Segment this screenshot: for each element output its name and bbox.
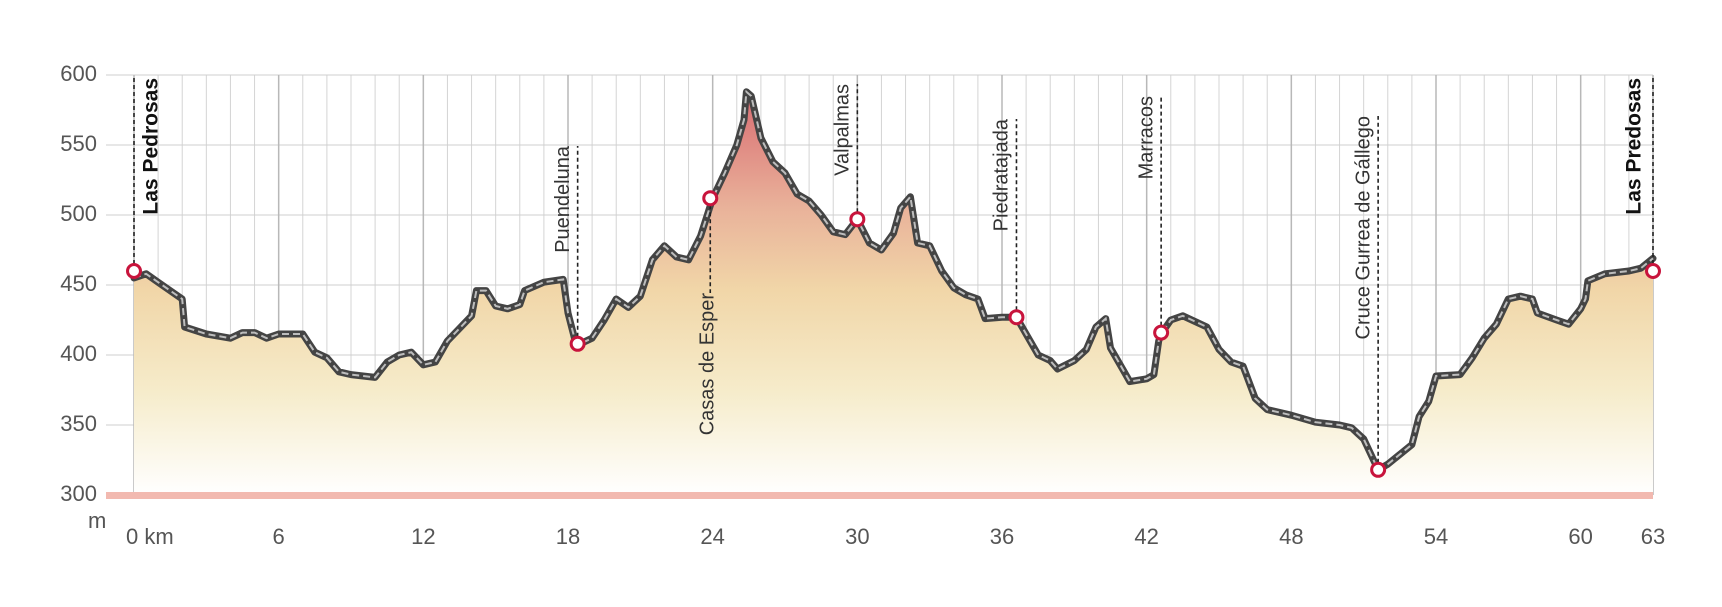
waypoint bbox=[1153, 324, 1170, 341]
y-tick-label: 550 bbox=[60, 131, 97, 156]
elevation-line-dash bbox=[133, 89, 1654, 472]
elevation-area bbox=[134, 91, 1653, 496]
x-tick-label: 42 bbox=[1134, 524, 1158, 549]
x-tick-label: 12 bbox=[411, 524, 435, 549]
waypoint-label: Cruce Gurrea de Gállego bbox=[1352, 116, 1374, 339]
x-tick-label: 36 bbox=[990, 524, 1014, 549]
baseline-band bbox=[106, 492, 1653, 499]
x-tick-label: 54 bbox=[1424, 524, 1448, 549]
x-tick-label: 18 bbox=[556, 524, 580, 549]
x-tick-label: 0 km bbox=[126, 524, 174, 549]
x-tick-label: 63 bbox=[1641, 524, 1665, 549]
y-tick-label: 300 bbox=[60, 481, 97, 506]
x-tick-label: 24 bbox=[700, 524, 724, 549]
y-tick-label: 500 bbox=[60, 201, 97, 226]
y-axis-label: m bbox=[88, 508, 106, 533]
waypoint bbox=[1370, 461, 1387, 478]
waypoint-label: Las Pedrosas bbox=[140, 78, 163, 215]
waypoint bbox=[849, 211, 866, 228]
waypoint bbox=[1645, 263, 1661, 279]
waypoint-label: Marracos bbox=[1135, 96, 1157, 179]
waypoint-label: Valpalmas bbox=[832, 84, 854, 176]
waypoint bbox=[126, 263, 142, 279]
y-tick-label: 400 bbox=[60, 341, 97, 366]
x-tick-label: 60 bbox=[1568, 524, 1592, 549]
waypoint bbox=[1008, 309, 1025, 326]
waypoint-label: Puendeluna bbox=[552, 145, 574, 253]
waypoint bbox=[569, 335, 586, 352]
waypoint-label: Las Predosas bbox=[1623, 78, 1646, 215]
x-tick-label: 48 bbox=[1279, 524, 1303, 549]
y-tick-label: 600 bbox=[60, 61, 97, 86]
waypoint bbox=[702, 190, 719, 207]
waypoint-label: Piedratajada bbox=[991, 118, 1013, 231]
waypoint-label: Casas de Esper bbox=[697, 293, 719, 436]
x-tick-label: 30 bbox=[845, 524, 869, 549]
x-tick-label: 6 bbox=[273, 524, 285, 549]
y-tick-label: 450 bbox=[60, 271, 97, 296]
y-tick-label: 350 bbox=[60, 411, 97, 436]
